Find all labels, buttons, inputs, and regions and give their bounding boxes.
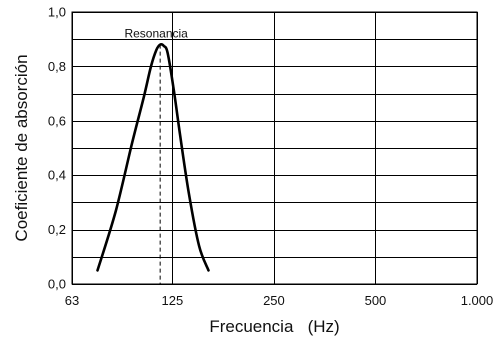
x-tick-label: 1.000 [461, 293, 494, 308]
y-tick-label: 1,0 [48, 5, 66, 20]
plot-frame [71, 11, 478, 285]
x-axis-title: Frecuencia (Hz) [209, 317, 339, 336]
x-tick-labels: 63 125 250 500 1.000 [65, 293, 494, 308]
x-tick-label: 125 [162, 293, 184, 308]
grid [72, 12, 478, 285]
x-tick-label: 250 [263, 293, 285, 308]
y-tick-label: 0,2 [48, 222, 66, 237]
y-tick-label: 0,6 [48, 113, 66, 128]
y-tick-label: 0,0 [48, 277, 66, 292]
x-tick-label: 63 [65, 293, 79, 308]
y-tick-label: 0,8 [48, 59, 66, 74]
resonance-annotation: Resonancia [124, 27, 188, 41]
y-axis-title: Coeficiente de absorción [12, 54, 31, 241]
absorption-curve [96, 43, 210, 272]
y-tick-labels: 0,0 0,2 0,4 0,6 0,8 1,0 [48, 5, 66, 292]
y-tick-label: 0,4 [48, 168, 66, 183]
x-tick-label: 500 [365, 293, 387, 308]
